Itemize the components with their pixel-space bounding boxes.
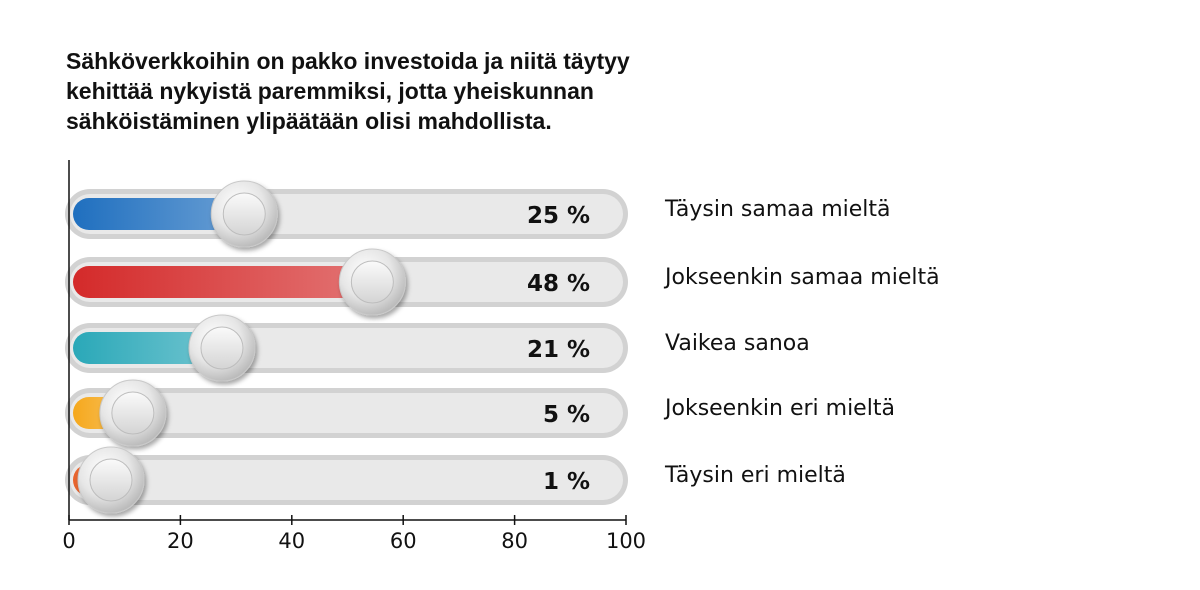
x-tick-label: 80 xyxy=(501,529,528,553)
chart-title-line-2: kehittää nykyistä paremmiksi, jotta yhei… xyxy=(66,78,594,104)
bar-knob-1 xyxy=(210,180,278,248)
value-labels: 25 % 48 % 21 % 5 % 1 % xyxy=(527,203,590,495)
category-label: Jokseenkin samaa mieltä xyxy=(663,265,940,290)
bar-track-inner xyxy=(70,393,623,433)
value-label: 21 % xyxy=(527,337,590,363)
value-label: 25 % xyxy=(527,203,590,229)
x-axis: 0 20 40 60 80 100 xyxy=(62,160,646,553)
chart-title: Sähköverkkoihin on pakko investoida ja n… xyxy=(66,46,706,136)
x-tick-label: 20 xyxy=(167,529,194,553)
x-tick-label: 0 xyxy=(62,529,75,553)
x-tick-label: 100 xyxy=(606,529,646,553)
category-label: Täysin samaa mieltä xyxy=(664,197,891,222)
bar-track-inner xyxy=(70,460,623,500)
value-label: 1 % xyxy=(543,469,590,495)
bar-fills xyxy=(73,198,379,496)
value-label: 48 % xyxy=(527,271,590,297)
bar-knob-3 xyxy=(188,314,256,382)
chart-title-line-1: Sähköverkkoihin on pakko investoida ja n… xyxy=(66,48,630,74)
category-label: Jokseenkin eri mieltä xyxy=(663,396,895,421)
category-label: Vaikea sanoa xyxy=(665,331,810,356)
bar-knobs xyxy=(77,180,406,514)
bar-knob-4 xyxy=(99,379,167,447)
x-tick-label: 40 xyxy=(278,529,305,553)
chart-title-line-3: sähköistäminen ylipäätään olisi mahdolli… xyxy=(66,108,552,134)
bar-fill-2 xyxy=(73,266,379,298)
bar-fill-1 xyxy=(73,198,251,230)
bar-fill-3 xyxy=(73,332,228,364)
category-label: Täysin eri mieltä xyxy=(664,463,846,488)
value-label: 5 % xyxy=(543,402,590,428)
bar-knob-5 xyxy=(77,446,145,514)
bar-knob-2 xyxy=(338,248,406,316)
x-tick-label: 60 xyxy=(390,529,417,553)
category-labels: Täysin samaa mieltä Jokseenkin samaa miel… xyxy=(663,197,940,488)
